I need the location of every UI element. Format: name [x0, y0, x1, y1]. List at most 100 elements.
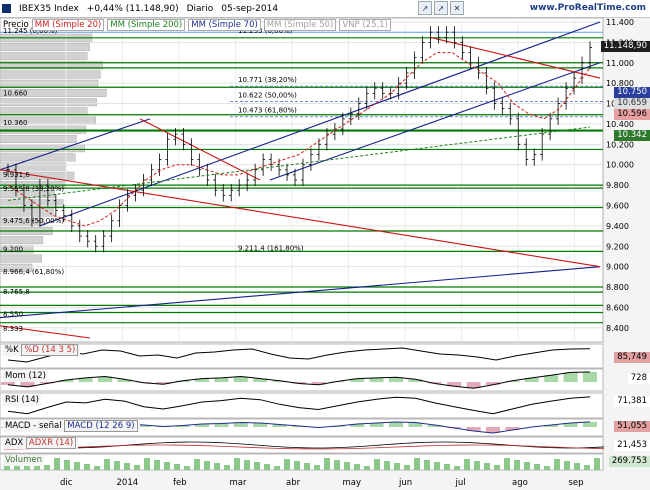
symbol-name: IBEX35 Index	[19, 3, 79, 14]
mom-hist-bar	[389, 377, 403, 383]
macd-hist-bar	[253, 423, 268, 427]
adx-line	[483, 442, 495, 445]
volume-bar	[204, 461, 210, 470]
volume-bar	[504, 458, 510, 470]
volume-bar	[344, 462, 350, 470]
macd-hist-bar	[505, 427, 520, 430]
window-controls: ↗ ➚ ✕	[418, 1, 464, 15]
macd-hist-bar	[272, 424, 287, 427]
x-tick-label: abr	[286, 478, 301, 488]
adx-line	[493, 443, 505, 446]
sma20-tag: 10.750	[614, 87, 650, 98]
mom-hist-bar	[253, 378, 268, 383]
volume-bar	[274, 466, 280, 470]
macd-hist-bar	[136, 425, 151, 427]
level-label: 8.550	[3, 311, 23, 319]
y-tick-label: 9.400	[606, 222, 629, 231]
macd-hist-bar	[466, 427, 481, 431]
volume-profile-bar	[0, 42, 90, 51]
adx-line	[343, 446, 355, 448]
volume-bar	[364, 466, 370, 470]
volume-bar	[194, 459, 200, 470]
macd-hist-bar	[486, 427, 500, 433]
level-label: 10.660	[3, 89, 28, 97]
last-price-tag: 11.148,90	[600, 41, 650, 52]
adx-line	[253, 444, 265, 447]
brand-text: www.ProRealTime.com	[529, 3, 646, 13]
volume-bar	[154, 460, 160, 470]
price-legend: Precio MM (Simple 20) MM (Simple 200) MM…	[3, 19, 391, 31]
volume-bar	[534, 464, 540, 470]
trendline-blue	[0, 266, 601, 319]
mom-hist-bar	[39, 382, 54, 384]
x-tick-label: mar	[230, 478, 247, 488]
volume-profile-bar	[0, 98, 98, 107]
mom-hist-bar	[350, 378, 365, 383]
legend-sma50: MM (Simple 50)	[263, 19, 337, 31]
mom-hist-bar	[117, 379, 132, 383]
date-text: 05-sep-2014	[221, 3, 279, 14]
mom-hist-bar	[195, 378, 209, 383]
macd-hist-bar	[427, 425, 442, 427]
y-tick-label: 11.000	[606, 59, 634, 68]
mom-hist-bar	[311, 382, 326, 385]
level-label: 9.211,4 (161,80%)	[238, 244, 304, 252]
rsi-line	[7, 396, 591, 415]
volume-profile-bar	[0, 70, 101, 79]
mom-hist-bar	[59, 380, 74, 383]
level-label: 9.555,8 (38,20%)	[3, 185, 64, 193]
rsi-panel	[0, 392, 604, 419]
level-label: 9.931,6	[3, 171, 30, 179]
mom-hist-bar	[427, 382, 442, 384]
volume-bar	[434, 462, 440, 470]
macd-hist-bar	[563, 423, 578, 427]
mom-line	[7, 371, 591, 389]
level-label: 11.253 (0,00%)	[238, 27, 293, 35]
volume-bar	[214, 463, 220, 470]
volume-profile-bar	[0, 245, 34, 254]
volume-bar	[224, 465, 230, 470]
y-tick-label: 11.400	[606, 18, 634, 27]
mom-hist-bar	[214, 377, 229, 383]
macd-hist-bar	[195, 424, 209, 427]
adx-line	[473, 442, 485, 444]
vol-label: Volumen	[3, 455, 45, 466]
cross-icon[interactable]: ✕	[450, 1, 464, 15]
rsi-value-tag: 71,381	[614, 396, 650, 407]
y-tick-label: 9.000	[606, 263, 629, 272]
sma70-tag: 10.596	[614, 109, 650, 120]
macd-value-tag: 51,055	[614, 421, 650, 432]
y-tick-label: 10.800	[606, 79, 634, 88]
x-tick-label: jul	[455, 478, 466, 488]
level-label: 11.245 (0,00%)	[3, 27, 58, 35]
volume-bar	[104, 459, 110, 470]
pointer-icon[interactable]: ➚	[434, 1, 448, 15]
level-label: 8.966,4 (61,80%)	[3, 268, 64, 276]
vol-value-tag: 269.753	[608, 456, 650, 467]
macd-label: MACD - señal MACD (12 26 9)	[3, 420, 140, 432]
trendline-red	[0, 169, 601, 268]
sma50-tag: 10.659	[614, 98, 650, 109]
volume-bar	[374, 459, 380, 470]
volume-bar	[134, 465, 140, 470]
macd-hist-bar	[583, 421, 597, 427]
mom-hist-bar	[20, 382, 35, 387]
volume-bar	[114, 461, 120, 470]
mom-hist-bar	[583, 371, 597, 383]
arrow-icon[interactable]: ↗	[418, 1, 432, 15]
adx-line	[93, 446, 105, 448]
adx-line	[393, 442, 405, 445]
y-tick-label: 9.600	[606, 201, 629, 210]
legend-sma200: MM (Simple 200)	[107, 19, 186, 31]
adx-line	[223, 442, 235, 444]
macd-panel	[0, 418, 604, 437]
macd-hist-bar	[214, 423, 229, 427]
adx-line	[243, 443, 255, 446]
level-label: 8.333	[3, 325, 23, 333]
volume-bar	[564, 461, 570, 470]
level-tag: 10.342	[614, 130, 650, 141]
level-label: 9.475,6 (50,00%)	[3, 217, 64, 225]
adx-line	[373, 444, 385, 446]
y-tick-label: 9.200	[606, 242, 629, 251]
x-tick-label: may	[343, 478, 362, 488]
